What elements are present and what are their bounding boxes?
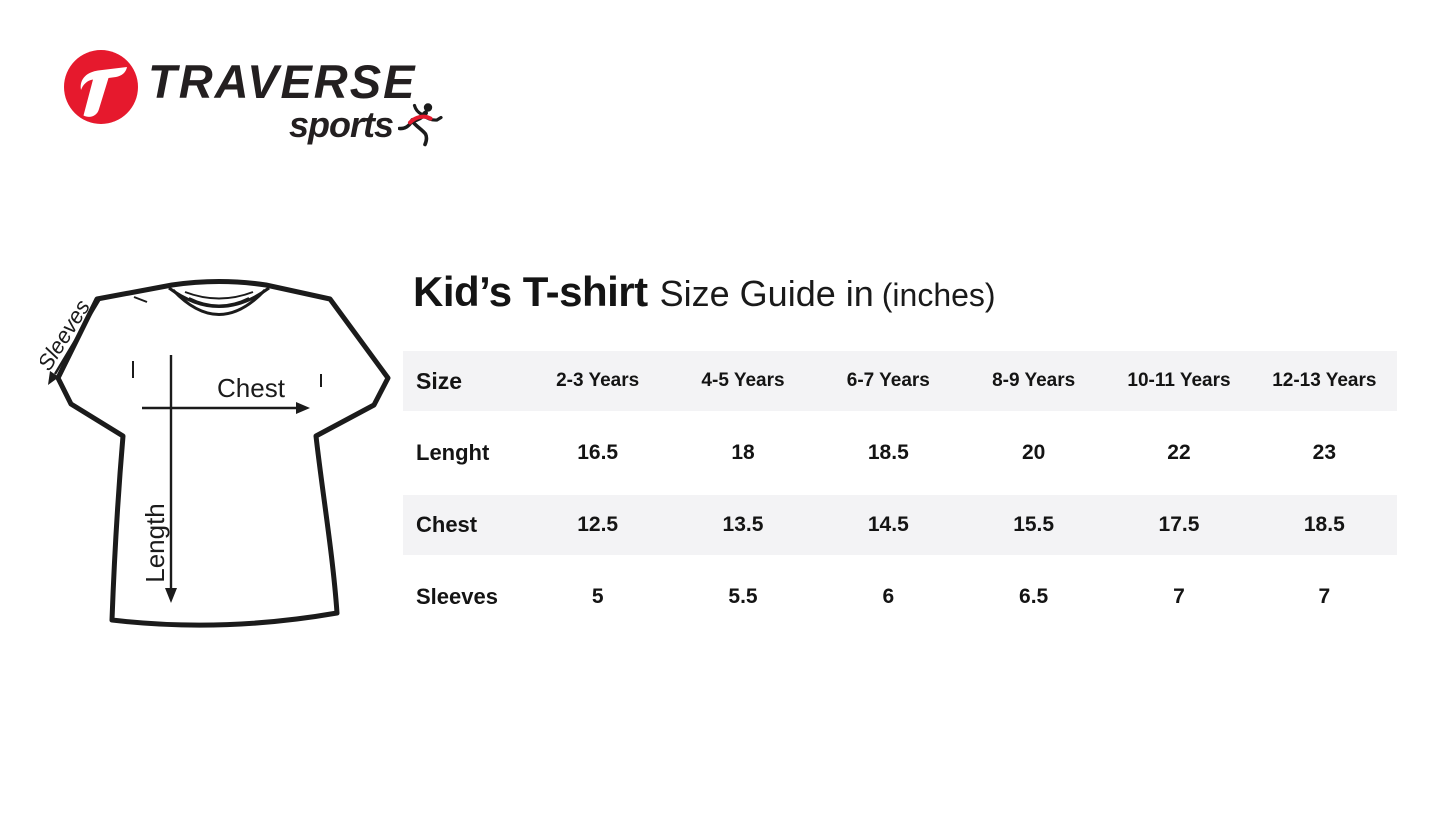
table-cell: 22 [1167,441,1191,464]
table-cell: 6 [882,585,895,608]
table-cell: 12.5 [577,513,619,536]
table-cell: 18.5 [867,441,909,464]
row-label-sleeves: Sleeves [416,584,498,609]
tshirt-outline [55,279,391,628]
table-cell: 7 [1318,585,1331,608]
size-chart-row-chest: Chest 12.5 13.5 14.5 15.5 17.5 18.5 [403,495,1397,555]
chest-label: Chest [217,373,286,403]
tshirt-measurement-diagram: Chest Length Sleeves [40,279,391,628]
page-title: Kid’s T-shirt Size Guide in (inches) [413,268,996,316]
table-cell: 20 [1021,441,1046,464]
arrow-heads [48,371,310,603]
table-cell: 6.5 [1019,585,1049,608]
row-label-length: Lenght [416,440,490,465]
table-cell: 5.5 [728,585,758,608]
size-chart-row-sleeves: Sleeves 5 5.5 6 6.5 7 7 [403,567,1397,627]
table-cell: 16.5 [577,441,619,464]
column-header-12-13-years: 12-13 Years [1272,370,1377,391]
collar-detail [168,286,270,316]
table-cell: 7 [1173,585,1185,608]
table-cell: 5 [591,585,604,608]
traverse-t-logo-icon [64,50,138,124]
sleeves-arrow [53,298,102,375]
seam-ticks [132,296,322,387]
table-cell: 13.5 [722,513,764,536]
column-header-4-5-years: 4-5 Years [701,370,785,391]
table-cell: 17.5 [1158,513,1200,536]
table-cell: 23 [1312,441,1336,464]
runner-icon [398,103,443,147]
length-label: Length [140,503,170,583]
column-header-2-3-years: 2-3 Years [556,370,640,391]
table-cell: 15.5 [1013,513,1055,536]
measure-arrows [53,298,298,590]
size-chart-header-row: Size 2-3 Years 4-5 Years 6-7 Years 8-9 Y… [403,351,1397,411]
guide-label: Size Guide in [659,273,874,314]
size-chart-table: Size 2-3 Years 4-5 Years 6-7 Years 8-9 Y… [403,339,1397,639]
column-header-size: Size [416,367,463,394]
table-cell: 18.5 [1303,513,1345,536]
brand-subname: sports [289,104,394,145]
column-header-6-7-years: 6-7 Years [846,370,930,391]
row-label-chest: Chest [416,512,478,537]
column-header-8-9-years: 8-9 Years [992,370,1076,391]
table-cell: 18 [731,441,755,464]
table-cell: 14.5 [867,513,909,536]
size-chart-row-length: Lenght 16.5 18 18.5 20 22 23 [403,423,1397,483]
product-name: Kid’s T-shirt [413,268,648,315]
unit-label: (inches) [881,277,996,313]
brand-name: TRAVERSE [148,55,417,108]
column-header-10-11-years: 10-11 Years [1127,370,1231,391]
